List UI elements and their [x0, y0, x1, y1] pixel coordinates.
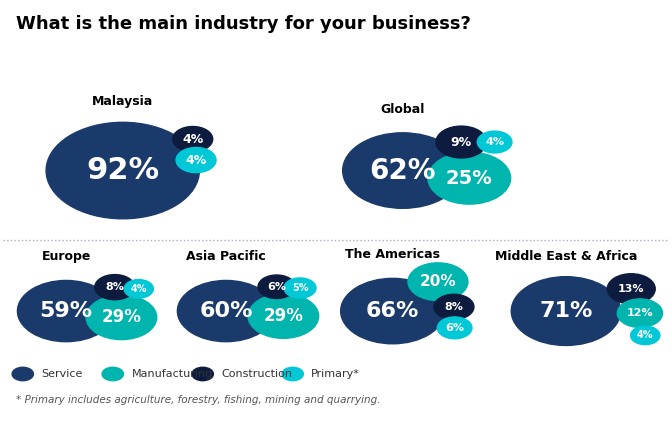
Text: 5%: 5% — [292, 283, 308, 293]
Circle shape — [95, 275, 134, 300]
Text: 29%: 29% — [263, 307, 303, 325]
Circle shape — [428, 152, 511, 204]
Text: 71%: 71% — [539, 301, 593, 321]
Text: 9%: 9% — [451, 136, 472, 148]
Circle shape — [176, 147, 216, 173]
Text: Asia Pacific: Asia Pacific — [186, 250, 266, 263]
Circle shape — [341, 278, 445, 344]
Circle shape — [17, 280, 115, 342]
Text: 4%: 4% — [130, 284, 147, 294]
Text: Middle East & Africa: Middle East & Africa — [495, 250, 637, 263]
Circle shape — [192, 367, 214, 381]
Text: 62%: 62% — [370, 156, 436, 184]
Circle shape — [343, 133, 462, 208]
Circle shape — [630, 326, 660, 345]
Text: 66%: 66% — [366, 301, 419, 321]
Text: 13%: 13% — [618, 284, 644, 294]
Circle shape — [511, 277, 620, 346]
Circle shape — [102, 367, 124, 381]
Text: 60%: 60% — [200, 301, 253, 321]
Text: Global: Global — [380, 103, 425, 116]
Text: 29%: 29% — [101, 309, 141, 326]
Circle shape — [436, 126, 487, 158]
Circle shape — [248, 294, 319, 338]
Text: 92%: 92% — [86, 156, 159, 185]
Text: Europe: Europe — [42, 250, 91, 263]
Circle shape — [86, 295, 157, 340]
Text: Service: Service — [42, 369, 83, 379]
Circle shape — [408, 263, 468, 300]
Circle shape — [177, 280, 275, 342]
Text: The Americas: The Americas — [345, 248, 440, 261]
Text: 12%: 12% — [626, 308, 653, 318]
Text: 20%: 20% — [419, 274, 456, 289]
Circle shape — [607, 274, 655, 304]
Text: 8%: 8% — [106, 282, 124, 292]
Text: 4%: 4% — [182, 133, 204, 146]
Text: 4%: 4% — [185, 153, 207, 167]
Text: 25%: 25% — [446, 169, 493, 187]
Circle shape — [124, 280, 153, 298]
Text: 4%: 4% — [637, 330, 653, 340]
Circle shape — [437, 317, 472, 339]
Circle shape — [173, 127, 213, 152]
Text: What is the main industry for your business?: What is the main industry for your busin… — [16, 15, 471, 33]
Circle shape — [477, 131, 512, 153]
Circle shape — [618, 299, 663, 327]
Text: 4%: 4% — [485, 137, 504, 147]
Text: 6%: 6% — [445, 323, 464, 333]
Circle shape — [434, 294, 474, 320]
Circle shape — [46, 122, 200, 219]
Text: * Primary includes agriculture, forestry, fishing, mining and quarrying.: * Primary includes agriculture, forestry… — [16, 395, 380, 405]
Text: 8%: 8% — [444, 302, 464, 312]
Text: 59%: 59% — [40, 301, 93, 321]
Text: 6%: 6% — [267, 282, 286, 292]
Circle shape — [284, 278, 316, 298]
Text: Manufacturing: Manufacturing — [132, 369, 212, 379]
Text: Malaysia: Malaysia — [92, 95, 153, 108]
Circle shape — [12, 367, 34, 381]
Text: Construction: Construction — [221, 369, 292, 379]
Circle shape — [258, 275, 296, 298]
Circle shape — [282, 367, 303, 381]
Text: Primary*: Primary* — [311, 369, 360, 379]
